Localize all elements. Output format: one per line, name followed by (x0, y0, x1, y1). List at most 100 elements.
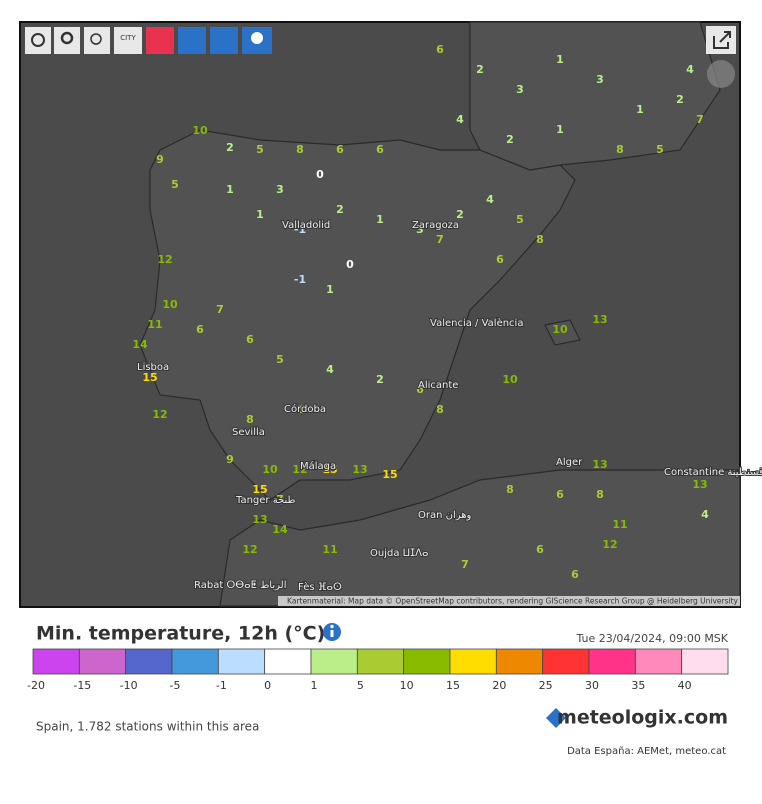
station-value: 2 (676, 93, 684, 106)
scale-label: 25 (539, 679, 553, 692)
city-label: Valladolid (282, 220, 330, 231)
station-value: 2 (336, 203, 344, 216)
scale-box (32, 648, 80, 675)
station-value: 3 (596, 73, 604, 86)
station-value: 12 (292, 463, 307, 476)
city-label: Alger (556, 457, 583, 468)
station-value: 7 (216, 303, 224, 316)
station-value: 5 (516, 213, 524, 226)
city-label: Fès ⴼⴰⵙ (298, 581, 342, 593)
station-value: 12 (242, 543, 257, 556)
info-glyph (330, 624, 334, 629)
station-value: 1 (326, 283, 334, 296)
city-label: Málaga (300, 460, 336, 472)
station-value: 6 (296, 403, 304, 416)
scale-label: 35 (631, 679, 645, 692)
station-value: 13 (592, 313, 607, 326)
city-label: CITY (120, 34, 136, 42)
city-label: Rabat ⵔⴱⴰⵟ الرباط (194, 580, 286, 591)
station-value: 3 (416, 223, 424, 236)
info-glyph (330, 630, 334, 637)
refresh-icon (31, 33, 45, 47)
station-value: 8 (296, 143, 304, 156)
station-value: -1 (294, 273, 306, 286)
station-value: 3 (276, 183, 284, 196)
scale-box (310, 648, 358, 675)
station-value: 2 (376, 373, 384, 386)
station-value: 5 (656, 143, 664, 156)
station-value: 6 (416, 383, 424, 396)
cities: Lisboa Valladolid Zaragoza Valencia / Valèn… (136, 219, 762, 594)
refresh-button[interactable] (25, 27, 51, 54)
station-value: 6 (571, 568, 579, 581)
scale-label: 20 (492, 679, 506, 692)
station-value: 6 (496, 253, 504, 266)
layer-button[interactable] (178, 27, 206, 54)
station-value: 13 (352, 463, 367, 476)
data-source: Data España: AEMet, meteo.cat (567, 746, 726, 757)
scale-box (217, 648, 266, 675)
station-value: 7 (696, 113, 704, 126)
station-value: 11 (322, 543, 337, 556)
date: Tue 23/04/2024, 09:00 MSK (575, 632, 728, 645)
city-label: Zaragoza (412, 220, 459, 231)
station-value: 5 (256, 143, 264, 156)
station-value: 6 (196, 323, 204, 336)
color-scale: -20 -15 -10 -5 -1 0 1 5 10 15 20 25 30 35 40 (27, 648, 729, 692)
scale-label: 15 (446, 679, 460, 692)
zoom-button[interactable] (84, 27, 110, 54)
location-button[interactable] (54, 27, 80, 54)
city-label: Constantine قسنطينة (664, 467, 762, 478)
station-value: 9 (226, 453, 234, 466)
scale-box (495, 648, 544, 675)
locate-button[interactable] (707, 60, 735, 88)
scale-box (356, 648, 405, 675)
station-value: 8 (436, 403, 444, 416)
balloon-icon (251, 32, 263, 44)
city-label: Oran وهران (418, 510, 472, 521)
station-value: 6 (436, 43, 444, 56)
station-value: 9 (156, 153, 164, 166)
station-value: 8 (536, 233, 544, 246)
scale-label: 30 (585, 679, 599, 692)
scale-box (78, 648, 127, 675)
stations-note: Spain, 1.782 stations within this area (36, 720, 259, 734)
station-value: 0 (316, 168, 324, 181)
station-value: 12 (152, 408, 167, 421)
station-value: 1 (556, 123, 564, 136)
station-value: 15 (252, 483, 267, 496)
scale-box (634, 648, 683, 675)
city-button[interactable] (114, 27, 142, 54)
layer-button[interactable] (146, 27, 174, 54)
station-value: 2 (226, 141, 234, 154)
station-value: 8 (596, 488, 604, 501)
scale-box (588, 648, 636, 675)
scale-box (449, 648, 497, 675)
stations: 102 5 8 6 695 1 301-12101-13724586121011141512… (132, 43, 709, 581)
station-value: 8 (246, 413, 254, 426)
scale-label: -1 (216, 679, 227, 692)
station-value: -1 (294, 223, 306, 236)
city-label: Oujda ⵡⵊⴷⴰ (370, 548, 429, 559)
station-value: 6 (246, 333, 254, 346)
station-value: 5 (276, 353, 284, 366)
station-value: 11 (147, 318, 162, 331)
layer-button[interactable] (210, 27, 238, 54)
scale-box (681, 648, 729, 675)
scale-label: -5 (170, 679, 181, 692)
scale-box (403, 648, 451, 675)
station-value: 7 (276, 493, 284, 506)
station-value: 7 (461, 558, 469, 571)
station-value: 1 (256, 208, 264, 221)
zoom-icon (90, 33, 102, 45)
legend-title: Min. temperature, 12h (°C) (36, 623, 325, 645)
station-value: 11 (612, 518, 627, 531)
city-label: Lisboa (137, 362, 169, 373)
city-label: Córdoba (284, 403, 326, 415)
station-value: 10 (192, 124, 208, 137)
station-value: 6 (556, 488, 564, 501)
station-value: 10 (552, 323, 568, 336)
coastlines (139, 21, 741, 607)
logo: meteologix.com (557, 707, 728, 729)
station-value: 15 (382, 468, 397, 481)
